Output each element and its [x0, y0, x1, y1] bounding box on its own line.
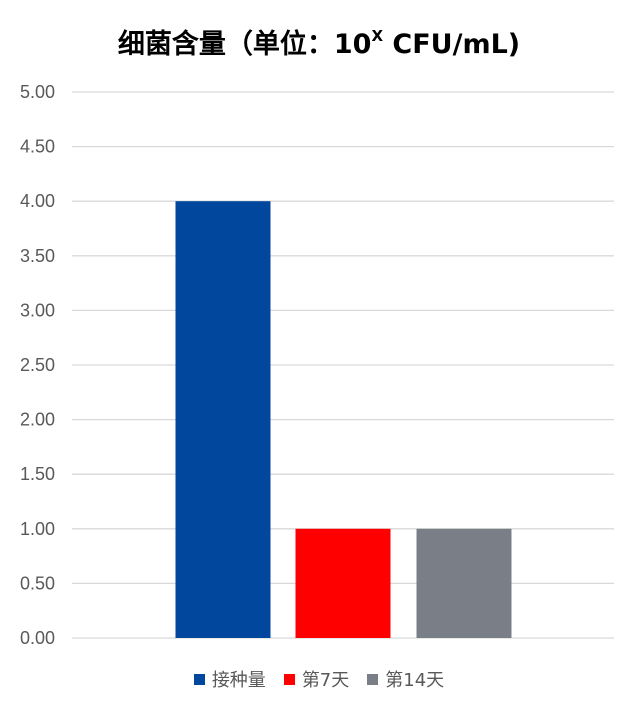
y-tick-label-8: 4.00: [20, 191, 55, 211]
legend-swatch-day14: [367, 673, 379, 685]
gridlines: [72, 91, 614, 639]
y-axis-ticks: 0.00 0.50 1.00 1.50 2.00 2.50 3.00 3.50 4.00 4.50…: [20, 82, 55, 648]
y-tick-label-0: 0.00: [20, 628, 55, 648]
y-tick-label-4: 2.00: [20, 410, 55, 430]
legend-label-inoculum: 接种量: [211, 670, 266, 691]
legend-label-day14: 第14天: [385, 670, 445, 691]
y-tick-label-7: 3.50: [20, 246, 55, 266]
chart-title-tail: CFU/mL): [383, 29, 521, 60]
y-tick-label-3: 1.50: [20, 464, 55, 484]
bar-2: [416, 528, 512, 638]
legend-item-day14: 第14天: [367, 666, 444, 692]
y-tick-label-5: 2.50: [20, 355, 55, 375]
chart-title: 细菌含量（单位：10X CFU/mL): [0, 22, 638, 61]
y-tick-label-9: 4.50: [20, 137, 55, 157]
legend-label-day7: 第7天: [301, 670, 350, 691]
y-tick-label-6: 3.00: [20, 300, 55, 320]
chart-title-main: 细菌含量（单位：10: [117, 29, 372, 60]
legend-swatch-day7: [283, 673, 295, 685]
chart-title-superscript: X: [371, 27, 384, 45]
legend-item-day7: 第7天: [283, 666, 350, 692]
bars: [175, 201, 512, 638]
legend-item-inoculum: 接种量: [193, 666, 266, 692]
y-tick-label-1: 0.50: [20, 573, 55, 593]
bar-1: [295, 528, 391, 638]
y-tick-label-2: 1.00: [20, 519, 55, 539]
bar-0: [175, 201, 271, 638]
y-tick-label-10: 5.00: [20, 82, 55, 102]
legend: 接种量 第7天 第14天: [0, 666, 638, 692]
legend-swatch-inoculum: [193, 673, 205, 685]
